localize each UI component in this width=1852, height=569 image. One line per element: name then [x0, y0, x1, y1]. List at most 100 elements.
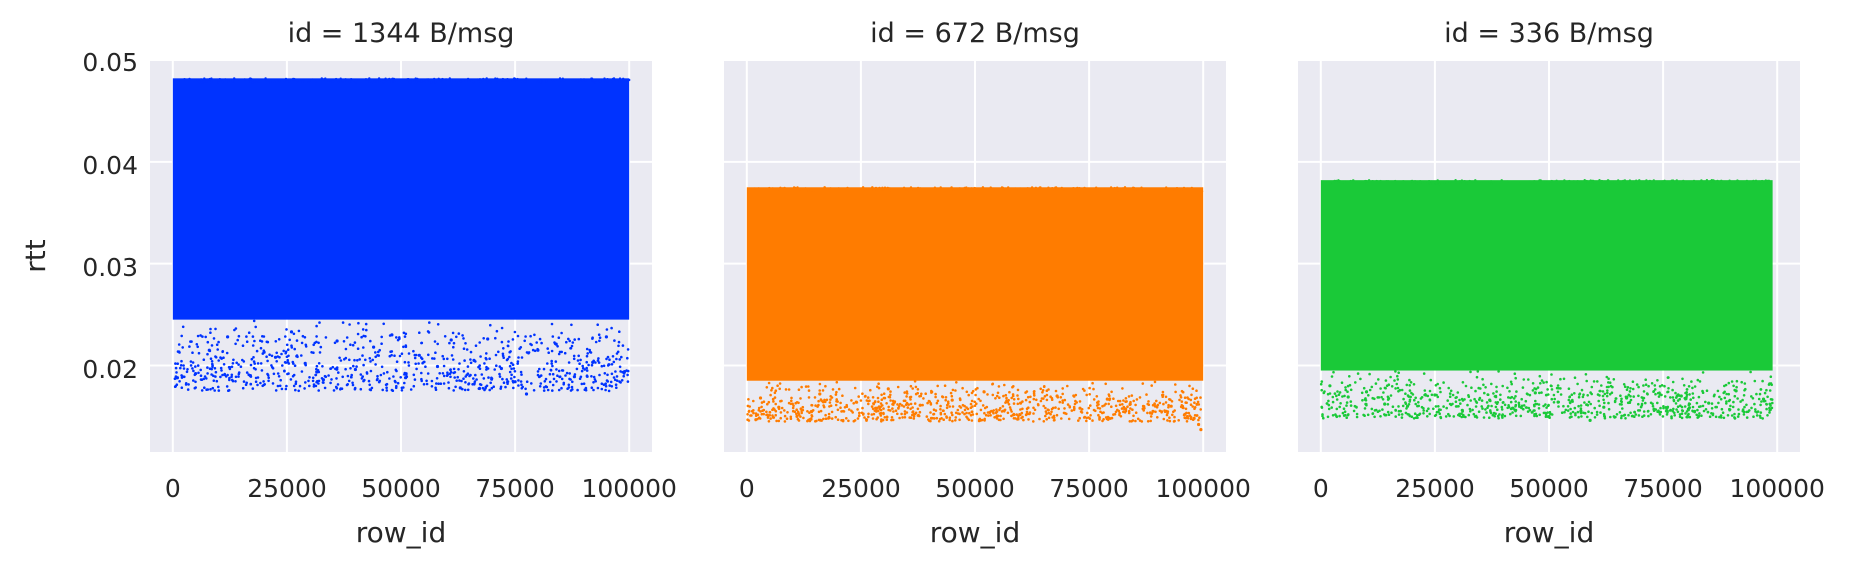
panel-1-point	[413, 378, 417, 381]
panel-1-point	[227, 389, 230, 393]
panel-2-point	[762, 412, 765, 416]
panel-2-point	[1127, 395, 1131, 398]
panel-1-point	[237, 334, 241, 338]
panel-1-point	[184, 383, 188, 386]
panel-1-point	[513, 330, 517, 334]
panel-1-point	[185, 370, 189, 374]
panel-3-point	[1667, 181, 1670, 184]
panel-3-point	[1448, 402, 1452, 406]
panel-2-point	[950, 394, 954, 398]
panel-2-point	[1180, 404, 1184, 407]
panel-1-point	[463, 388, 467, 392]
panel-1-point	[304, 345, 308, 348]
panel-1-point	[434, 388, 438, 392]
panel-3-point	[1689, 398, 1692, 401]
panel-2-point	[1003, 408, 1007, 412]
panel-1-point	[278, 384, 282, 388]
panel-3-point	[1544, 403, 1547, 406]
panel-3-point	[1413, 398, 1416, 402]
panel-3-point	[1331, 395, 1335, 399]
panel-3-point	[1411, 182, 1415, 185]
panel-1-point	[275, 351, 279, 355]
panel-1-point	[501, 354, 505, 358]
panel-1-point	[571, 380, 574, 384]
panel-1-outlier-point	[591, 360, 595, 364]
panel-3-point	[1617, 179, 1620, 182]
panel-1-point	[282, 349, 286, 353]
panel-2-point	[1116, 186, 1119, 189]
panel-3-point	[1716, 179, 1719, 183]
panel-2-point	[911, 410, 915, 413]
panel-1-point	[594, 340, 598, 344]
panel-2-point	[916, 388, 920, 391]
panel-2-point	[776, 384, 779, 388]
panel-3-point	[1358, 181, 1362, 184]
panel-3-point	[1620, 416, 1623, 420]
panel-2-point	[1095, 404, 1099, 407]
panel-1-point	[469, 373, 472, 377]
panel-2-point	[1141, 382, 1145, 385]
panel-2-point	[1096, 187, 1100, 190]
panel-2-point	[1030, 186, 1034, 189]
panel-1-point	[233, 77, 236, 80]
panel-3-point	[1745, 403, 1748, 407]
panel-1-point	[329, 381, 332, 385]
panel-2-point	[1147, 400, 1150, 403]
panel-3-point	[1670, 416, 1673, 420]
panel-1-point	[196, 345, 199, 349]
panel-2-point	[904, 403, 908, 407]
panel-1-point	[551, 79, 554, 82]
panel-1-point	[590, 386, 594, 390]
panel-2-x-tick-2: 50000	[935, 474, 1015, 503]
panel-2-point	[983, 406, 987, 410]
panel-3-outlier-point	[1405, 404, 1410, 408]
panel-1-point	[575, 367, 579, 371]
panel-2-point	[1154, 189, 1157, 193]
panel-3-point	[1545, 393, 1548, 397]
panel-3-point	[1660, 384, 1664, 387]
panel-3-point	[1481, 407, 1484, 410]
panel-2-point	[779, 416, 782, 420]
panel-1-point	[191, 361, 195, 364]
panel-2-point	[1042, 404, 1045, 408]
panel-3-point	[1474, 389, 1477, 393]
panel-3-outlier-point	[1328, 384, 1332, 388]
panel-1-point	[524, 387, 527, 391]
panel-2-point	[1191, 405, 1194, 408]
panel-1-point	[286, 358, 290, 362]
panel-3-point	[1338, 391, 1342, 394]
panel-2-point	[1170, 400, 1174, 403]
panel-1-point	[336, 383, 340, 386]
panel-1-point	[554, 360, 558, 363]
panel-1-point	[243, 78, 246, 81]
panel-2-point	[1016, 402, 1020, 406]
panel-2-point	[919, 394, 923, 398]
panel-3-point	[1460, 179, 1464, 182]
panel-2-point	[939, 412, 943, 416]
panel-2-point	[1146, 411, 1149, 415]
panel-3-point	[1374, 408, 1378, 412]
panel-3-point	[1461, 399, 1465, 402]
panel-1-point	[604, 388, 607, 392]
panel-2-point	[784, 388, 788, 391]
panel-2-point	[834, 415, 837, 419]
panel-3-point	[1705, 389, 1709, 393]
panel-2-point	[959, 187, 962, 190]
panel-3-point	[1486, 406, 1489, 410]
panel-2-point	[1146, 420, 1150, 423]
panel-3-outlier-point	[1364, 390, 1369, 394]
panel-1-point	[253, 362, 256, 365]
panel-1-point	[557, 352, 561, 356]
panel-3-point	[1480, 181, 1483, 185]
panel-3-point	[1373, 415, 1376, 419]
panel-1-point	[249, 363, 253, 367]
panel-1-point	[516, 334, 520, 338]
panel-2-point	[1123, 186, 1127, 189]
panel-1-point	[330, 378, 333, 381]
panel-2-point	[1014, 187, 1017, 190]
panel-2-point	[1089, 414, 1092, 417]
panel-2-point	[1174, 390, 1177, 394]
panel-1-point	[539, 374, 543, 377]
panel-2-point	[1121, 403, 1124, 406]
